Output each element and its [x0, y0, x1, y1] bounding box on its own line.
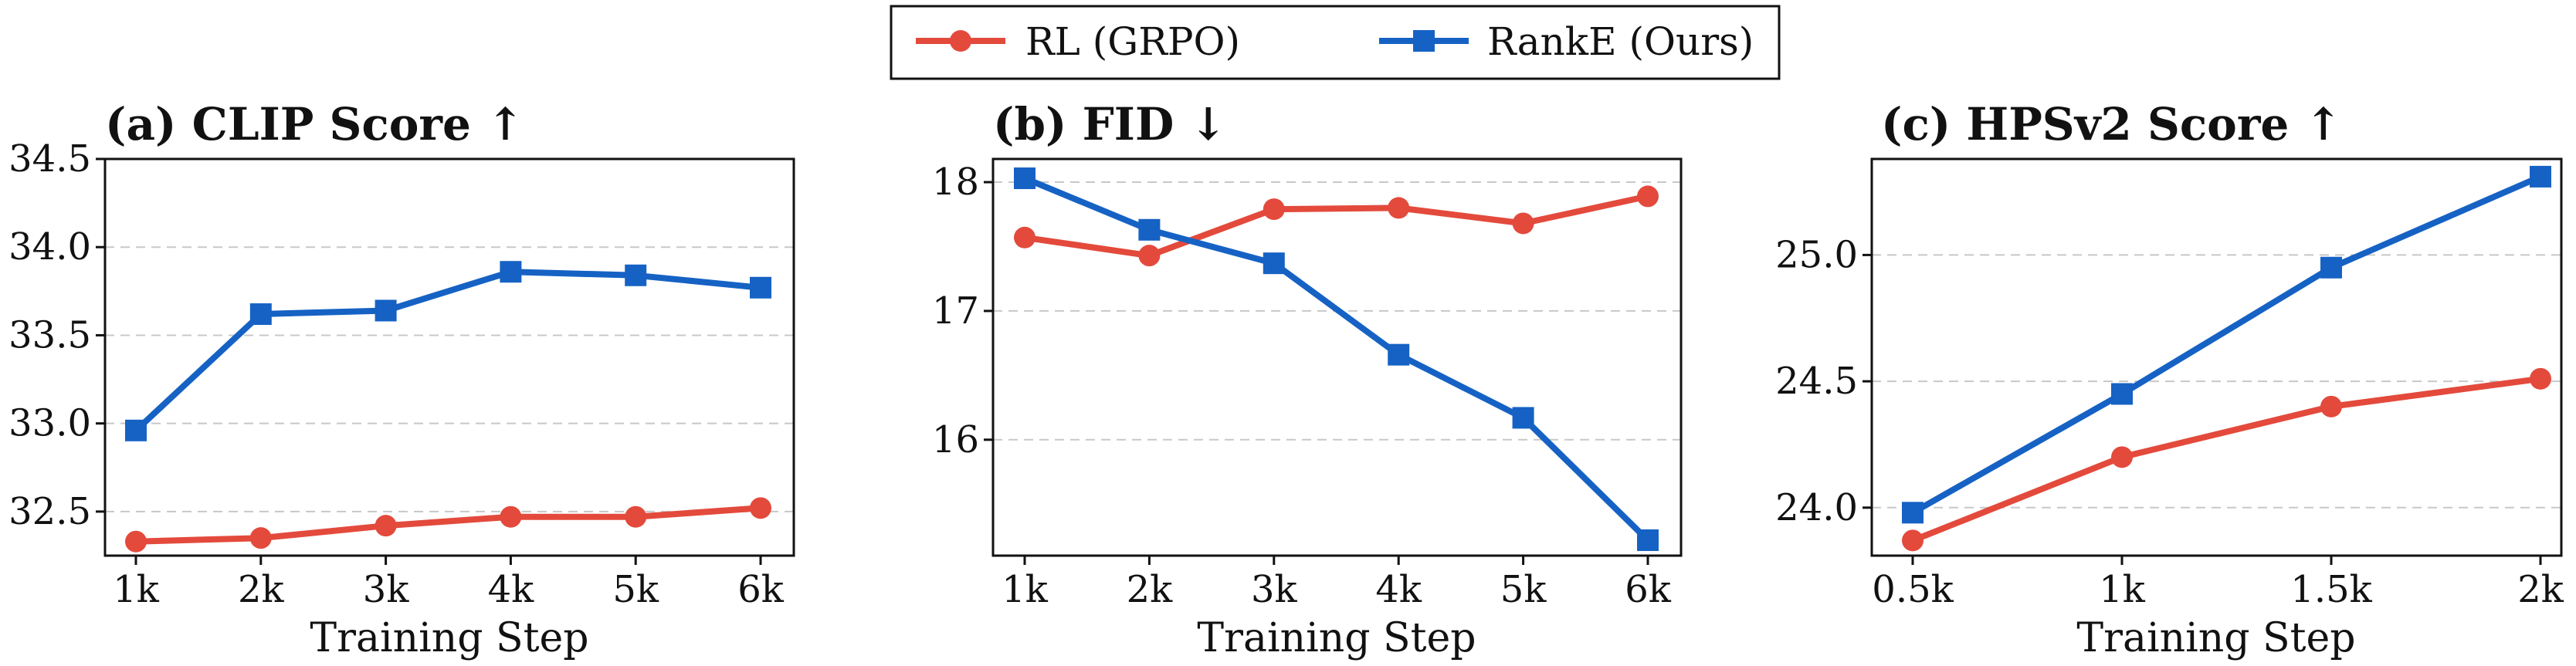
- plot-frame: [1870, 157, 2563, 557]
- x-tick-label: 6k: [737, 568, 785, 611]
- y-tick-label: 24.0: [1775, 486, 1858, 529]
- plot-frame: [103, 157, 795, 557]
- data-point-ranke: [625, 264, 647, 286]
- x-tick-label: 5k: [1500, 568, 1547, 611]
- panel-clip-score: (a) CLIP Score ↑ 32.5 33.0 33.5 34.0 34.5 1k…: [8, 98, 795, 661]
- data-point-ranke: [1138, 218, 1161, 241]
- data-point-rl-grpo: [125, 530, 147, 553]
- data-point-ranke: [2320, 256, 2342, 279]
- data-point-ranke: [1263, 252, 1285, 275]
- x-tick-label: 5k: [612, 568, 659, 611]
- x-axis-label: Training Step: [1197, 615, 1476, 661]
- data-point-ranke: [249, 303, 272, 326]
- data-point-rl-grpo: [625, 505, 647, 528]
- data-point-rl-grpo: [375, 515, 397, 537]
- data-point-ranke: [750, 276, 771, 299]
- x-axis-label: Training Step: [2076, 615, 2355, 661]
- series-line-rl-grpo: [1911, 375, 2541, 544]
- series-line-ranke: [134, 269, 761, 433]
- panel-title: (a) CLIP Score ↑: [105, 98, 524, 150]
- x-tick-label: 1k: [1002, 568, 1049, 611]
- legend: RL (GRPO) RankE (Ours): [890, 5, 1781, 80]
- series-line-rl-grpo: [1024, 193, 1649, 259]
- data-point-ranke: [125, 419, 147, 441]
- y-tick-label: 25.0: [1775, 233, 1858, 276]
- data-point-rl-grpo: [1388, 197, 1410, 219]
- data-point-ranke: [1388, 343, 1410, 366]
- legend-marker-rl: [950, 30, 971, 52]
- data-point-ranke: [1512, 407, 1534, 429]
- panel-title: (c) HPSv2 Score ↑: [1881, 98, 2342, 150]
- data-point-rl-grpo: [500, 505, 522, 528]
- data-point-rl-grpo: [2111, 446, 2133, 468]
- x-tick-label: 3k: [1251, 568, 1298, 611]
- data-point-ranke: [2111, 383, 2133, 405]
- x-tick-label: 2k: [2517, 568, 2564, 611]
- data-point-rl-grpo: [249, 527, 272, 549]
- legend-marker-ranke: [1413, 30, 1435, 52]
- data-point-rl-grpo: [2530, 367, 2551, 390]
- legend-label-ranke: RankE (Ours): [1487, 19, 1754, 64]
- x-tick-label: 1k: [2099, 568, 2146, 611]
- y-tick-label: 24.5: [1775, 360, 1858, 403]
- data-point-rl-grpo: [1512, 212, 1534, 235]
- x-tick-label: 2k: [1127, 568, 1174, 611]
- legend-label-rl: RL (GRPO): [1025, 19, 1240, 64]
- x-axis-label: Training Step: [310, 615, 588, 661]
- x-tick-label: 4k: [488, 568, 535, 611]
- y-tick-label: 32.5: [8, 490, 91, 533]
- y-tick-label: 34.5: [8, 137, 91, 181]
- y-tick-label: 16: [932, 418, 979, 461]
- x-tick-label: 1k: [113, 568, 160, 611]
- x-tick-label: 6k: [1625, 568, 1672, 611]
- data-point-rl-grpo: [1902, 529, 1924, 552]
- x-tick-label: 2k: [238, 568, 285, 611]
- data-point-rl-grpo: [2320, 395, 2342, 418]
- panel-fid: (b) FID ↓ 16 17 18 1k 2k 3k 4k 5k 6k Training S…: [932, 98, 1683, 661]
- x-tick-label: 4k: [1375, 568, 1422, 611]
- data-point-rl-grpo: [750, 497, 771, 519]
- data-point-rl-grpo: [1637, 185, 1659, 208]
- y-tick-label: 33.5: [8, 313, 91, 357]
- y-tick-label: 34.0: [8, 225, 91, 269]
- y-tick-label: 33.0: [8, 402, 91, 445]
- x-tick-label: 3k: [363, 568, 410, 611]
- data-point-ranke: [375, 299, 397, 322]
- data-point-ranke: [500, 261, 522, 283]
- data-point-rl-grpo: [1014, 226, 1035, 248]
- data-point-rl-grpo: [1138, 245, 1161, 267]
- panel-title: (b) FID ↓: [993, 98, 1227, 150]
- y-tick-label: 17: [932, 289, 979, 333]
- data-point-ranke: [2530, 165, 2551, 188]
- x-tick-label: 0.5k: [1872, 568, 1954, 611]
- series-line-ranke: [1911, 174, 2542, 516]
- panel-hpsv2-score: (c) HPSv2 Score ↑ 24.0 24.5 25.0 0.5k 1k 1.5…: [1775, 98, 2564, 661]
- data-point-ranke: [1014, 167, 1035, 190]
- x-tick-label: 1.5k: [2290, 568, 2372, 611]
- series-line-rl-grpo: [135, 505, 761, 545]
- data-point-ranke: [1637, 529, 1659, 551]
- data-point-rl-grpo: [1263, 198, 1285, 221]
- series-line-ranke: [1023, 175, 1650, 543]
- data-point-ranke: [1902, 502, 1924, 524]
- legend-frame: [890, 5, 1781, 80]
- plot-frame: [991, 157, 1683, 557]
- y-tick-label: 18: [932, 161, 979, 204]
